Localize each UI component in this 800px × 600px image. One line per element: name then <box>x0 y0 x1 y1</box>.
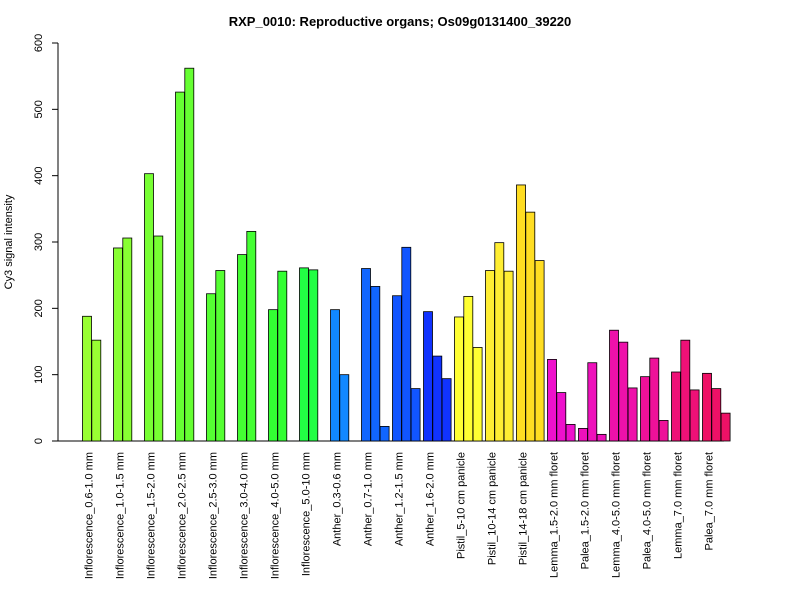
category-label: Inflorescence_1.5-2.0 mm <box>146 452 158 579</box>
y-tick-label: 400 <box>33 166 45 184</box>
bar <box>237 254 247 442</box>
category-label: Inflorescence_2.0-2.5 mm <box>177 452 189 579</box>
bar <box>246 230 257 442</box>
chart-title: RXP_0010: Reproductive organs; Os09g0131… <box>229 14 572 29</box>
y-tick-label: 600 <box>33 34 45 52</box>
bar <box>472 347 483 442</box>
bar <box>432 355 443 442</box>
bar <box>556 392 567 442</box>
bar <box>361 268 371 442</box>
bar <box>680 339 691 442</box>
bar <box>184 67 195 442</box>
bar <box>547 359 557 442</box>
y-tick-label: 500 <box>33 100 45 118</box>
category-label: Inflorescence_4.0-5.0 mm <box>270 452 282 579</box>
bar <box>609 329 619 442</box>
bar <box>587 362 598 442</box>
bar <box>91 339 102 442</box>
bar <box>627 387 638 442</box>
bar <box>640 376 650 442</box>
bar <box>308 269 319 442</box>
category-label: Pistil_5-10 cm panicle <box>456 452 468 559</box>
category-label: Lemma_1.5-2.0 mm floret <box>549 452 561 578</box>
bar <box>379 426 390 442</box>
bar <box>339 374 350 442</box>
category-label: Inflorescence_5.0-10 mm <box>301 452 313 576</box>
bar <box>144 173 154 442</box>
category-label: Anther_0.7-1.0 mm <box>363 452 375 546</box>
category-label: Anther_1.6-2.0 mm <box>425 452 437 546</box>
category-label: Pistil_10-14 cm panicle <box>487 452 499 565</box>
bar <box>330 309 340 442</box>
bar <box>370 286 381 442</box>
bar <box>534 260 545 442</box>
bar <box>689 389 700 442</box>
bar <box>277 270 288 442</box>
bar <box>702 372 712 442</box>
y-tick-label: 0 <box>33 438 45 444</box>
bar <box>113 247 123 442</box>
bar <box>206 293 216 442</box>
category-label: Lemma_7.0 mm floret <box>673 452 685 559</box>
bar <box>463 295 474 442</box>
bar <box>649 357 660 442</box>
bar <box>618 341 629 442</box>
bar <box>525 211 536 442</box>
bar <box>720 412 731 442</box>
y-tick-label: 200 <box>33 299 45 317</box>
category-label: Palea_7.0 mm floret <box>704 452 716 550</box>
category-label: Anther_1.2-1.5 mm <box>394 452 406 546</box>
bar <box>392 295 402 442</box>
bar <box>503 270 514 442</box>
bar <box>596 433 607 442</box>
bar <box>441 378 452 442</box>
bar <box>578 427 588 442</box>
y-axis: 0 100 200 300 400 500 600 <box>33 34 59 444</box>
bar <box>268 309 278 442</box>
y-tick-label: 300 <box>33 233 45 251</box>
bar <box>215 270 226 442</box>
category-label: Palea_4.0-5.0 mm floret <box>642 452 654 569</box>
category-label: Lemma_4.0-5.0 mm floret <box>611 452 623 578</box>
bar <box>401 246 412 442</box>
bar <box>410 388 421 442</box>
category-label: Pistil_14-18 cm panicle <box>518 452 530 565</box>
category-label: Anther_0.3-0.6 mm <box>332 452 344 546</box>
bar <box>485 270 495 442</box>
bar <box>423 311 433 442</box>
bar <box>175 91 185 442</box>
category-label: Palea_1.5-2.0 mm floret <box>580 452 592 569</box>
bar <box>122 237 133 442</box>
bar <box>565 424 576 442</box>
bar <box>299 267 309 442</box>
bar <box>516 184 526 442</box>
y-tick-label: 100 <box>33 365 45 383</box>
bar <box>711 388 722 442</box>
category-label: Inflorescence_3.0-4.0 mm <box>239 452 251 579</box>
category-labels: Inflorescence_0.6-1.0 mm Inflorescence_1.… <box>84 452 716 579</box>
bar <box>671 371 681 442</box>
bar <box>82 315 92 442</box>
bar <box>658 420 669 442</box>
category-label: Inflorescence_0.6-1.0 mm <box>84 452 96 579</box>
bar <box>494 242 505 442</box>
bar <box>454 316 464 442</box>
bar <box>153 235 164 442</box>
bars <box>82 67 731 442</box>
category-label: Inflorescence_2.5-3.0 mm <box>208 452 220 579</box>
category-label: Inflorescence_1.0-1.5 mm <box>115 452 127 579</box>
y-axis-label: Cy3 signal intensity <box>3 194 15 289</box>
